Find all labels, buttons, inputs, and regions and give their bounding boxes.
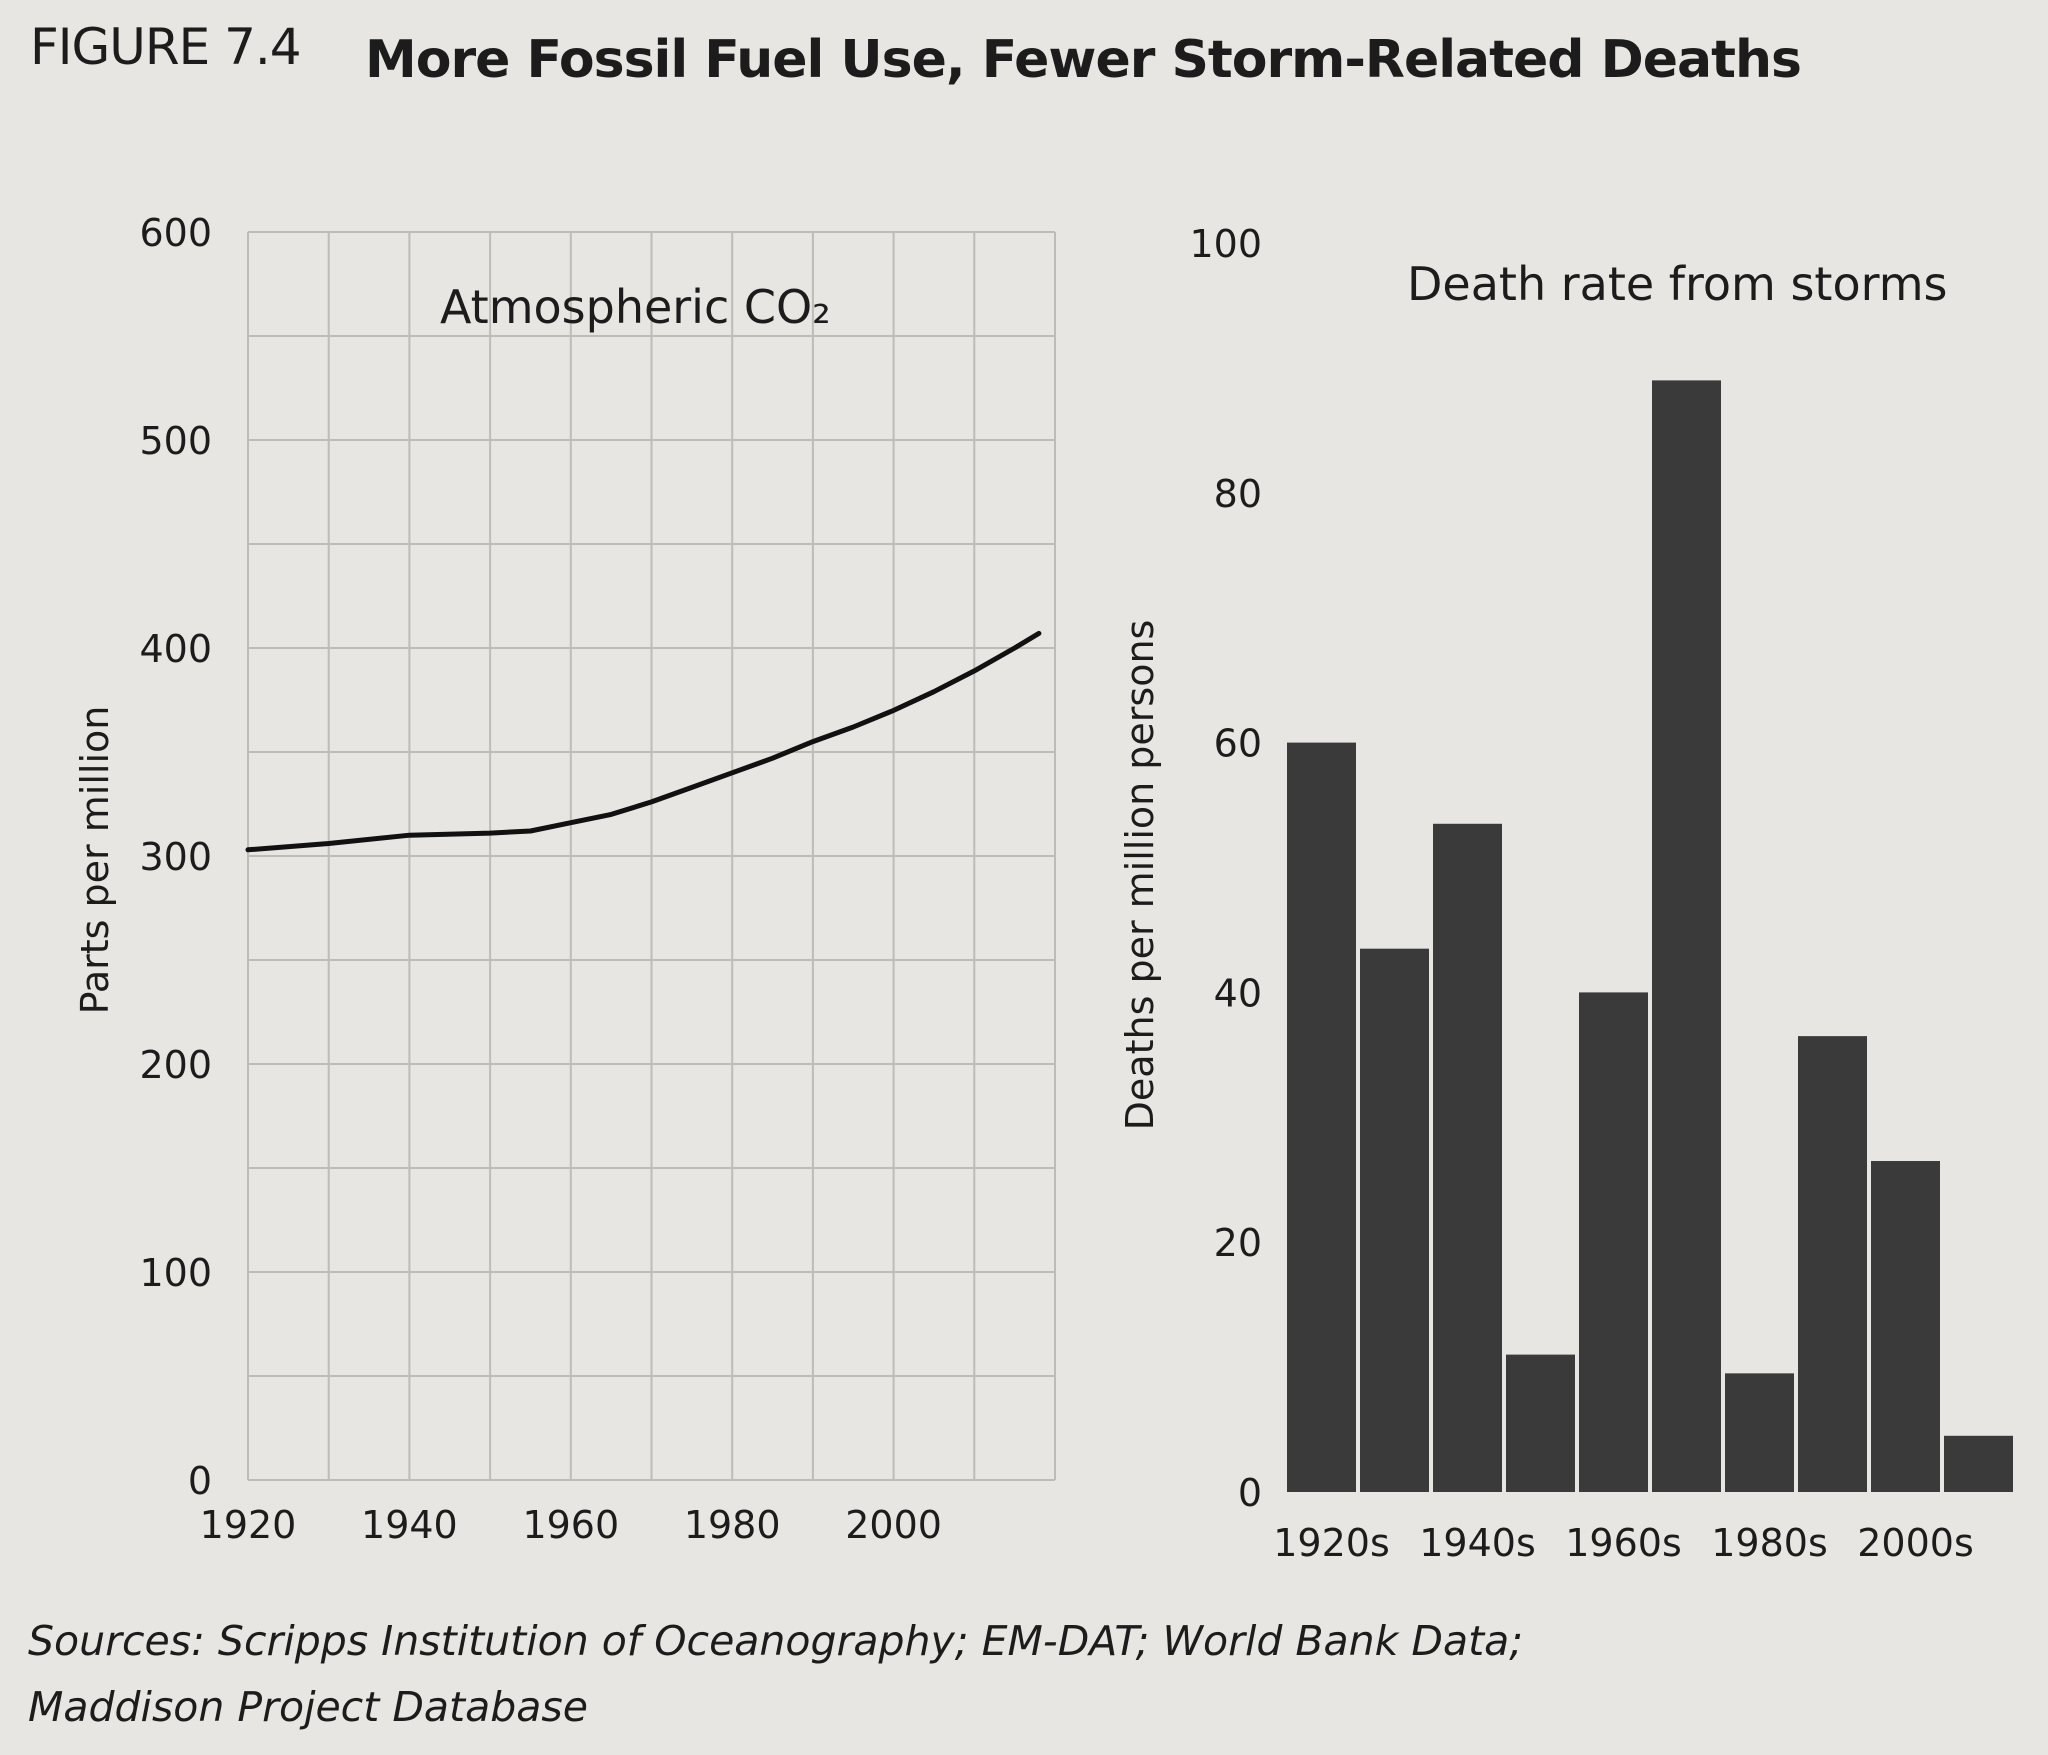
co2-y-tick: 600 <box>139 211 212 255</box>
storm-bar <box>1944 1435 2013 1492</box>
co2-x-tick: 1940 <box>361 1503 458 1547</box>
storm-bar-chart: 0 20 40 60 80 100 1920s 1940s 1960s 1980s 2000s D… <box>1118 222 2013 1565</box>
co2-x-tick: 1920 <box>200 1503 297 1547</box>
co2-y-tick: 100 <box>139 1251 212 1295</box>
storm-bar <box>1360 948 1429 1492</box>
sources-line-2: Maddison Project Database <box>28 1683 588 1731</box>
storm-y-axis-label: Deaths per million persons <box>1118 620 1162 1131</box>
co2-x-tick: 1980 <box>684 1503 781 1547</box>
co2-chart-title: Atmospheric CO₂ <box>440 280 831 334</box>
storm-bar <box>1506 1354 1575 1492</box>
co2-y-tick: 500 <box>139 419 212 463</box>
co2-y-axis-label: Parts per million <box>73 706 117 1015</box>
storm-bar <box>1287 742 1356 1492</box>
storm-y-tick: 0 <box>1238 1471 1262 1515</box>
co2-line-chart: 0 100 200 300 400 500 600 1920 1940 1960 1980 2000… <box>73 211 1056 1547</box>
co2-x-tick-labels: 1920 1940 1960 1980 2000 <box>200 1503 942 1547</box>
storm-bar <box>1725 1373 1794 1492</box>
storm-bars <box>1287 380 2013 1492</box>
storm-x-tick: 1960s <box>1565 1521 1682 1565</box>
co2-y-tick: 200 <box>139 1043 212 1087</box>
co2-x-tick: 1960 <box>522 1503 619 1547</box>
co2-x-tick: 2000 <box>845 1503 942 1547</box>
sources-note: Sources: Scripps Institution of Oceanogr… <box>28 1608 1728 1740</box>
storm-bar <box>1652 380 1721 1492</box>
storm-bar <box>1871 1161 1940 1492</box>
co2-gridlines <box>247 231 1056 1481</box>
storm-y-tick: 60 <box>1214 722 1262 766</box>
storm-y-tick-labels: 0 20 40 60 80 100 <box>1189 222 1262 1515</box>
co2-y-tick: 300 <box>139 835 212 879</box>
co2-y-tick: 0 <box>188 1459 212 1503</box>
storm-bar <box>1433 823 1502 1492</box>
storm-y-tick: 20 <box>1214 1221 1262 1265</box>
storm-bar <box>1798 1036 1867 1492</box>
storm-chart-title: Death rate from storms <box>1407 257 1947 311</box>
storm-x-tick-labels: 1920s 1940s 1960s 1980s 2000s <box>1273 1521 1974 1565</box>
storm-y-tick: 40 <box>1214 971 1262 1015</box>
storm-x-tick: 1940s <box>1419 1521 1536 1565</box>
co2-y-tick: 400 <box>139 627 212 671</box>
storm-x-tick: 1920s <box>1273 1521 1390 1565</box>
storm-x-tick: 1980s <box>1711 1521 1828 1565</box>
storm-bar <box>1579 992 1648 1492</box>
storm-y-tick: 80 <box>1214 472 1262 516</box>
figure-title: More Fossil Fuel Use, Fewer Storm-Relate… <box>365 30 1802 90</box>
co2-y-tick-labels: 0 100 200 300 400 500 600 <box>139 211 212 1503</box>
storm-x-tick: 2000s <box>1857 1521 1974 1565</box>
sources-line-1: Sources: Scripps Institution of Oceanogr… <box>28 1617 1524 1665</box>
co2-series-line <box>245 630 1042 853</box>
figure-label: FIGURE 7.4 <box>30 18 302 76</box>
storm-y-tick: 100 <box>1189 222 1262 266</box>
